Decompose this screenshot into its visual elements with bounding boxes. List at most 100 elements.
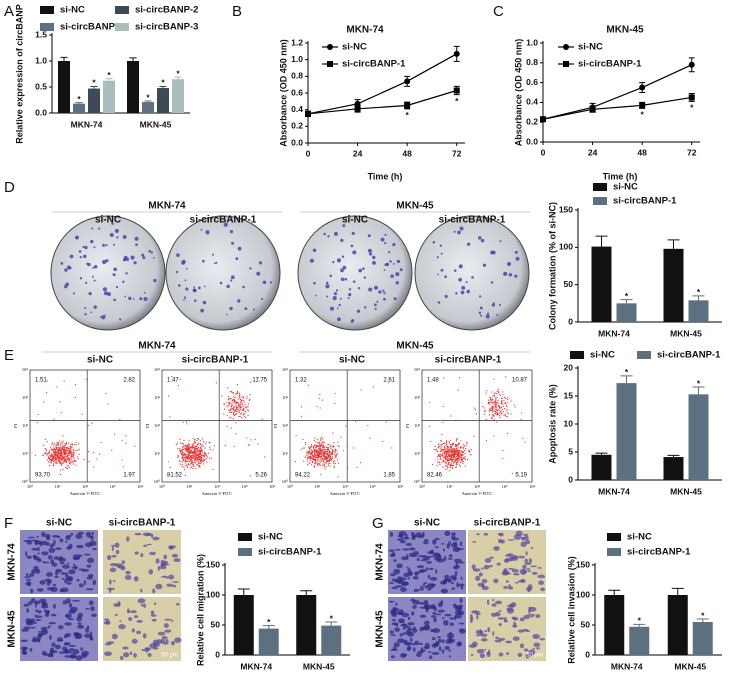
colony [312,248,317,252]
event [442,455,444,458]
y-tick-label: 0 [568,316,573,326]
event [189,446,191,448]
cell [76,578,80,582]
flow-tick: 10⁴ [137,484,144,489]
event [320,438,322,440]
event [495,393,497,395]
cell [443,619,449,626]
event [47,456,50,458]
event [242,399,244,401]
cell [44,578,51,582]
event [445,464,447,466]
cell [85,531,92,537]
event [493,415,495,417]
cell [28,573,35,577]
colony [176,253,180,257]
event [187,446,189,449]
event [493,402,496,405]
event [493,392,495,395]
cell [77,554,83,558]
colony [390,274,394,278]
quadrant-value: 5.19 [515,473,527,479]
event [204,458,206,460]
event [199,440,202,442]
event [440,450,442,452]
event [520,412,523,414]
cell [25,572,29,577]
event [211,457,213,459]
event [34,454,36,456]
event [462,444,465,446]
cell [423,624,431,630]
event [46,454,48,456]
colony [223,222,228,227]
cell [59,538,64,543]
cell [66,562,70,565]
event [450,415,452,417]
cell [134,532,142,536]
panel-label: E [4,347,14,364]
event [182,445,185,447]
legend-label: si-NC [590,350,615,361]
event [229,411,231,414]
event [51,453,53,455]
bar [663,248,684,322]
event [81,413,83,415]
event [334,451,336,453]
event [449,439,451,441]
flow-tick: 10¹ [187,484,194,489]
cell [459,541,463,547]
event [179,438,181,441]
colony [372,255,376,260]
event [65,443,67,445]
event [460,446,462,448]
event [314,444,316,447]
event [189,464,191,466]
event [322,440,324,442]
legend-swatch [115,23,129,31]
cell [412,536,416,539]
cell [456,582,459,588]
event [336,453,338,455]
colony [133,261,137,265]
event [71,446,73,448]
event [488,410,490,412]
event [240,408,242,410]
cell [46,609,50,615]
event [457,442,460,444]
event [504,414,506,416]
event [46,453,49,455]
cell [460,585,464,590]
event [87,424,89,426]
event [70,461,72,463]
cell [140,603,144,607]
significance-mark: * [406,110,410,120]
event [195,445,197,447]
colony [396,259,401,264]
event [331,457,334,460]
cell [126,608,130,614]
event [197,459,199,462]
event [233,401,236,403]
event [61,462,63,464]
cell [525,630,530,633]
cell [395,623,399,627]
event [493,410,495,412]
event [494,409,496,411]
event [194,461,196,463]
colony [79,256,82,259]
colony [383,297,386,301]
event [450,459,452,461]
event [498,405,500,407]
event [53,442,56,444]
event [316,459,318,461]
flow-tick: 10¹ [154,451,161,456]
event [501,401,503,404]
event [316,445,318,447]
event [452,443,454,446]
colony [485,314,490,319]
images [20,215,546,661]
event [233,411,235,413]
event [454,448,456,450]
event [456,444,458,447]
